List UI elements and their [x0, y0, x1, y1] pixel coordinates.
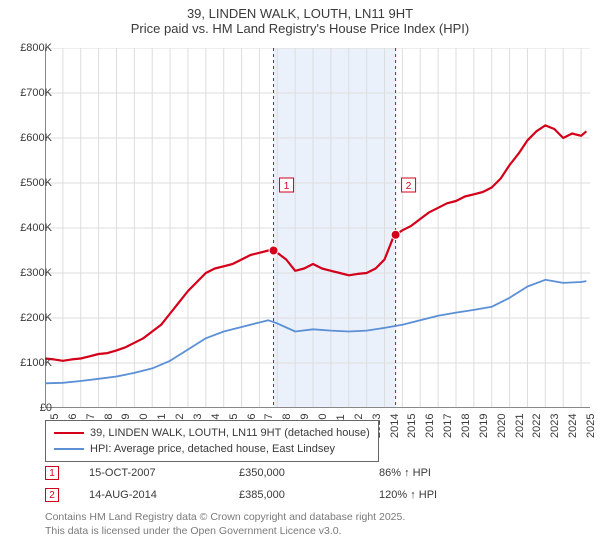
x-tick-label: 2021 — [514, 414, 526, 438]
transaction-date: 14-AUG-2014 — [89, 489, 239, 501]
transaction-price: £385,000 — [239, 489, 379, 501]
legend-label: HPI: Average price, detached house, East… — [90, 443, 335, 455]
transaction-price: £350,000 — [239, 467, 379, 479]
transaction-marker-icon: 2 — [45, 488, 59, 502]
x-tick-label: 2025 — [585, 414, 597, 438]
y-tick-label: £500K — [20, 177, 52, 189]
legend-item: HPI: Average price, detached house, East… — [54, 441, 370, 457]
chart-container: 39, LINDEN WALK, LOUTH, LN11 9HT Price p… — [0, 0, 600, 560]
title-line-1: 39, LINDEN WALK, LOUTH, LN11 9HT — [0, 0, 600, 21]
y-tick-label: £400K — [20, 222, 52, 234]
x-tick-label: 2019 — [478, 414, 490, 438]
footer-line-1: Contains HM Land Registry data © Crown c… — [45, 510, 405, 524]
svg-text:2: 2 — [406, 181, 412, 192]
x-tick-label: 2015 — [406, 414, 418, 438]
chart-area: 12 — [45, 48, 590, 408]
legend-swatch — [54, 448, 84, 450]
title-line-2: Price paid vs. HM Land Registry's House … — [0, 21, 600, 36]
y-tick-label: £600K — [20, 132, 52, 144]
transaction-marker-icon: 1 — [45, 466, 59, 480]
footer-attribution: Contains HM Land Registry data © Crown c… — [45, 510, 405, 538]
x-tick-label: 2022 — [531, 414, 543, 438]
legend-swatch — [54, 432, 84, 434]
legend-item: 39, LINDEN WALK, LOUTH, LN11 9HT (detach… — [54, 425, 370, 441]
x-tick-label: 2016 — [424, 414, 436, 438]
y-tick-label: £0 — [40, 402, 52, 414]
transaction-date: 15-OCT-2007 — [89, 467, 239, 479]
x-tick-label: 2024 — [567, 414, 579, 438]
x-tick-label: 2014 — [389, 414, 401, 438]
y-tick-label: £800K — [20, 42, 52, 54]
y-tick-label: £100K — [20, 357, 52, 369]
y-tick-label: £200K — [20, 312, 52, 324]
x-tick-label: 2017 — [442, 414, 454, 438]
y-tick-label: £700K — [20, 87, 52, 99]
footer-line-2: This data is licensed under the Open Gov… — [45, 524, 405, 538]
chart-svg: 12 — [45, 48, 590, 408]
svg-text:1: 1 — [284, 181, 290, 192]
transactions-table: 1 15-OCT-2007£350,00086% ↑ HPI 2 14-AUG-201… — [45, 462, 519, 506]
transaction-row: 1 15-OCT-2007£350,00086% ↑ HPI — [45, 462, 519, 484]
x-tick-label: 2020 — [496, 414, 508, 438]
y-tick-label: £300K — [20, 267, 52, 279]
legend: 39, LINDEN WALK, LOUTH, LN11 9HT (detach… — [45, 420, 379, 462]
legend-label: 39, LINDEN WALK, LOUTH, LN11 9HT (detach… — [90, 427, 370, 439]
transaction-vs-hpi: 120% ↑ HPI — [379, 489, 519, 501]
x-tick-label: 2018 — [460, 414, 472, 438]
transaction-vs-hpi: 86% ↑ HPI — [379, 467, 519, 479]
x-tick-label: 2023 — [549, 414, 561, 438]
transaction-row: 2 14-AUG-2014£385,000120% ↑ HPI — [45, 484, 519, 506]
